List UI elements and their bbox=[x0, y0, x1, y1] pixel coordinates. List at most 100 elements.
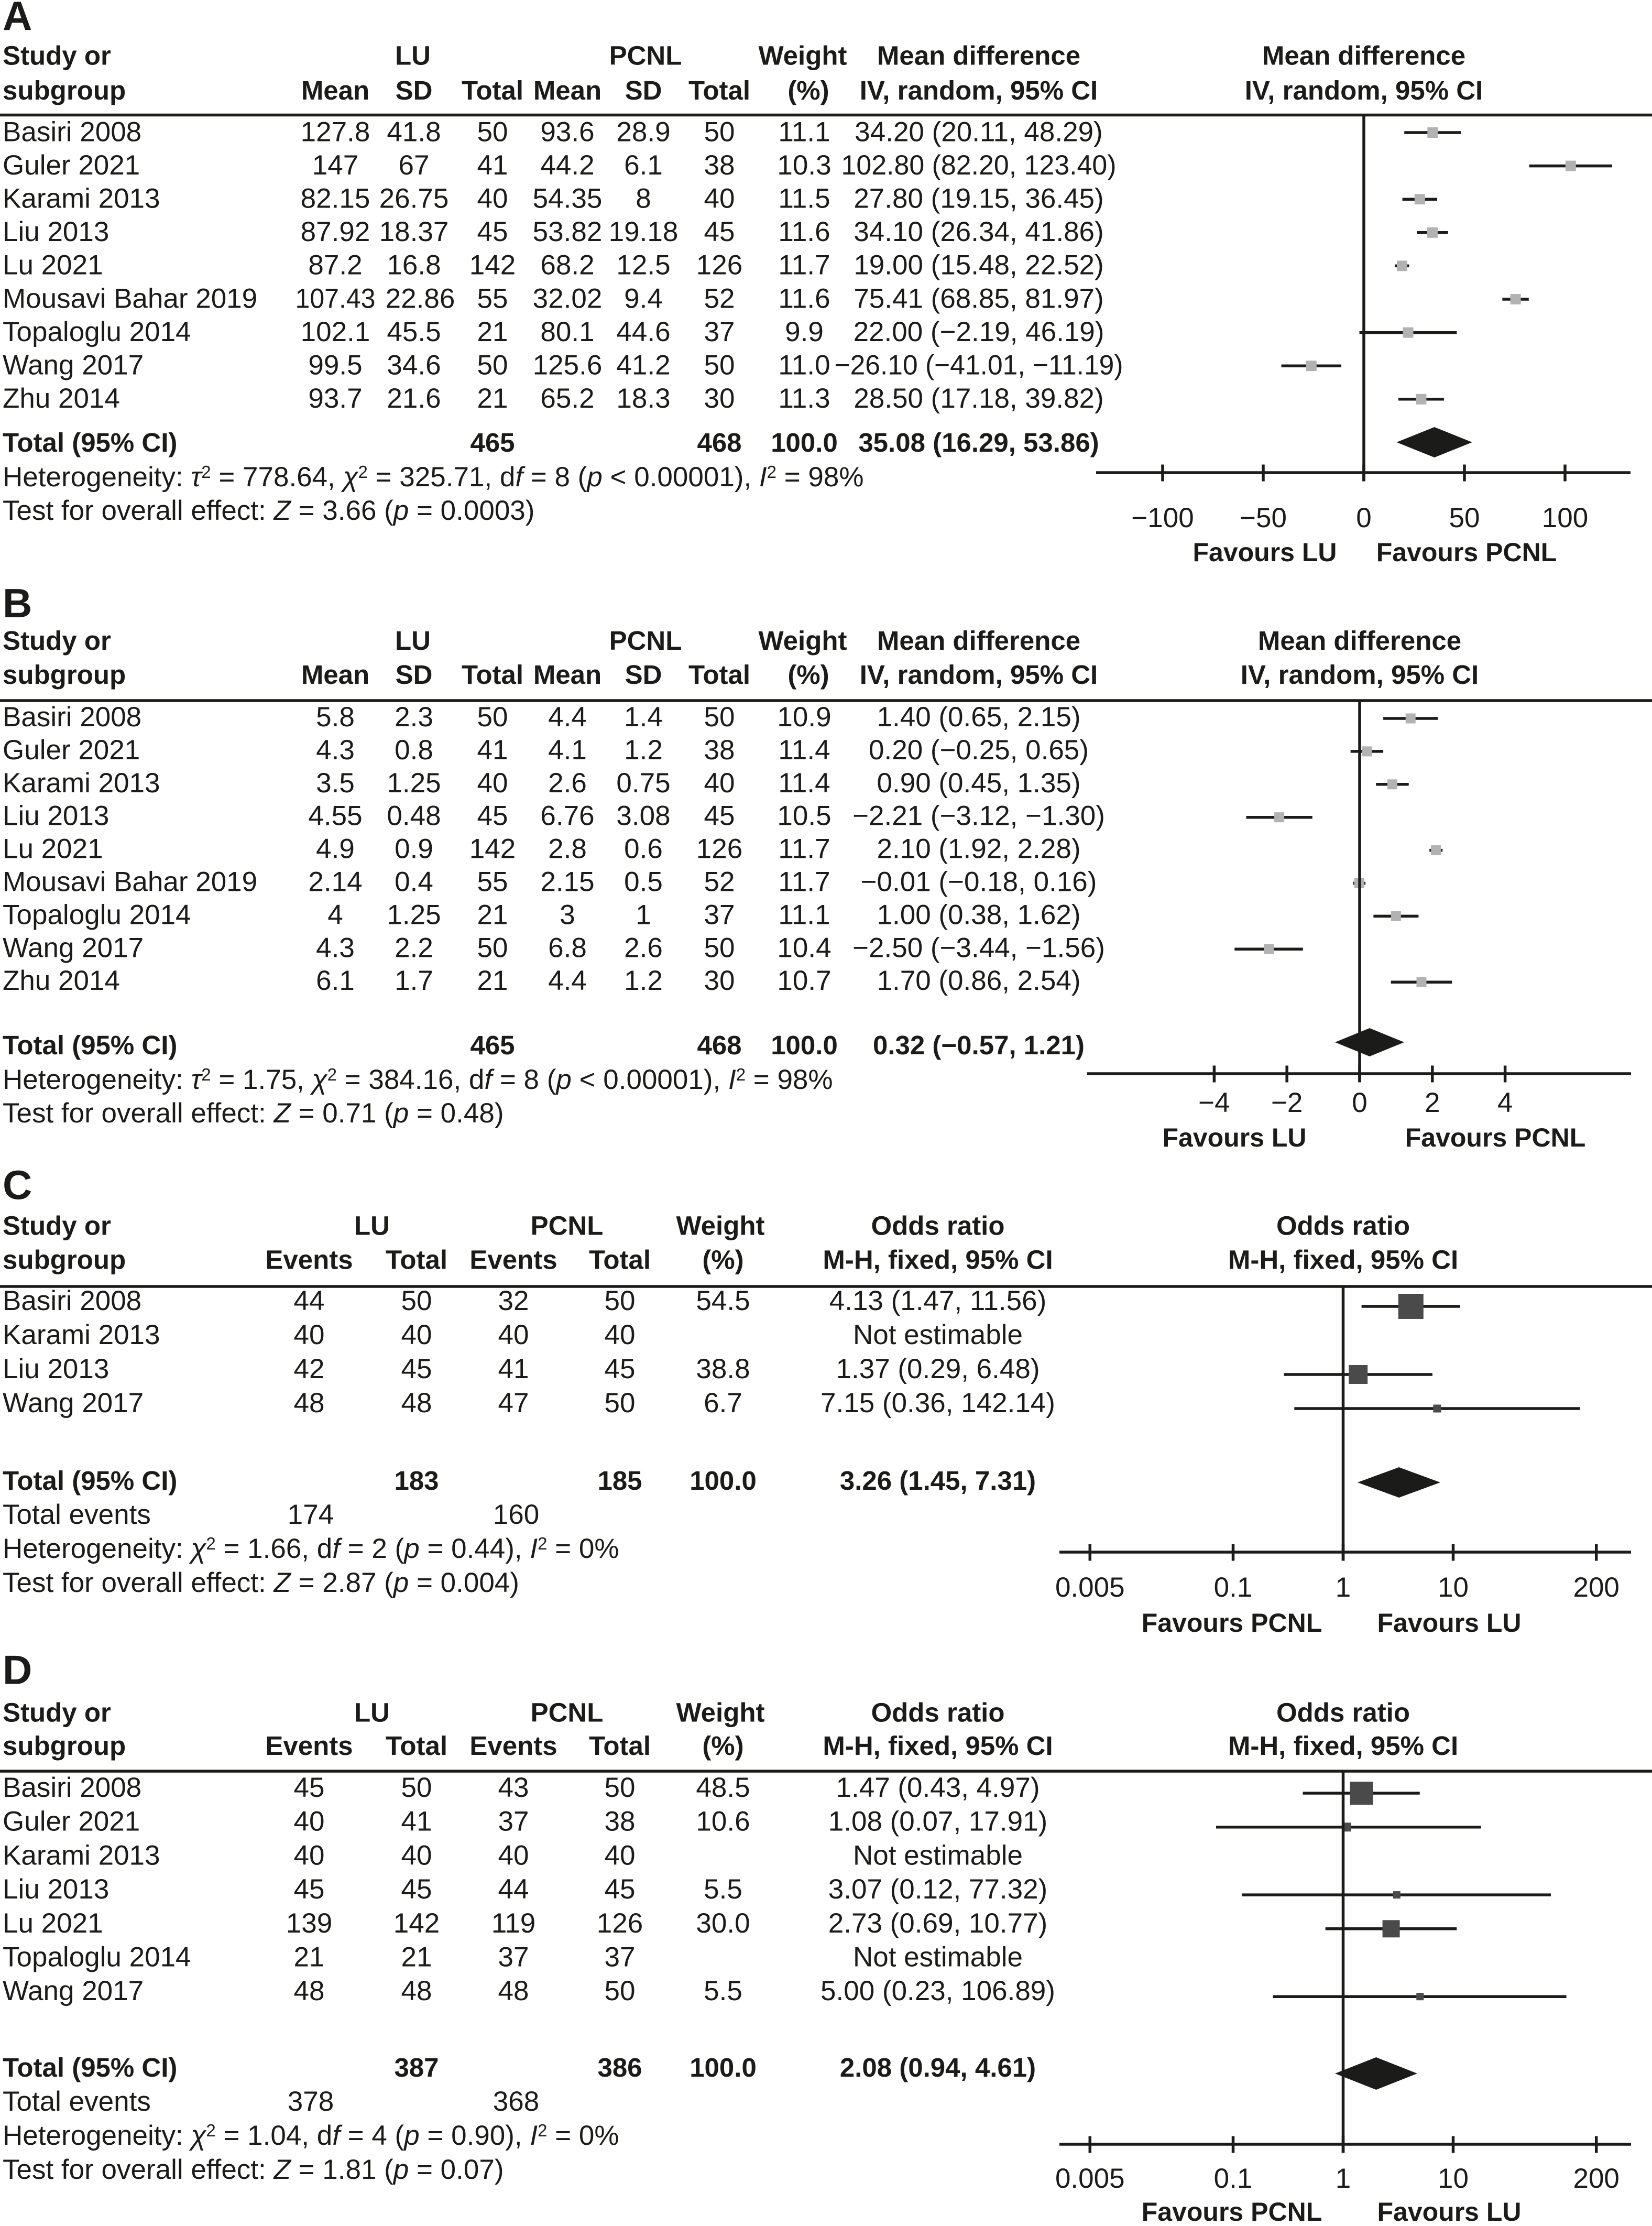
svg-text:40: 40 bbox=[498, 1319, 529, 1350]
svg-text:41.2: 41.2 bbox=[616, 350, 670, 381]
svg-text:41: 41 bbox=[401, 1806, 432, 1837]
svg-text:Mean difference: Mean difference bbox=[1262, 41, 1465, 71]
svg-text:Liu 2013: Liu 2013 bbox=[3, 216, 109, 247]
svg-text:LU: LU bbox=[354, 1211, 390, 1241]
svg-text:Odds ratio: Odds ratio bbox=[1276, 1211, 1410, 1241]
svg-text:Test for overall effect: Z = 3: Test for overall effect: Z = 3.66 (p = 0… bbox=[3, 495, 534, 526]
svg-text:subgroup: subgroup bbox=[3, 1731, 126, 1761]
svg-text:11.5: 11.5 bbox=[778, 183, 830, 214]
svg-text:50: 50 bbox=[477, 702, 508, 733]
svg-text:Karami 2013: Karami 2013 bbox=[3, 183, 160, 214]
svg-text:40: 40 bbox=[704, 768, 735, 799]
svg-text:21: 21 bbox=[401, 1942, 432, 1973]
svg-text:1.37 (0.29, 6.48): 1.37 (0.29, 6.48) bbox=[836, 1354, 1040, 1384]
svg-text:142: 142 bbox=[393, 1908, 440, 1939]
svg-text:465: 465 bbox=[470, 1030, 515, 1060]
svg-text:48: 48 bbox=[294, 1976, 325, 2006]
svg-text:45.5: 45.5 bbox=[387, 317, 441, 347]
svg-text:A: A bbox=[3, 0, 32, 39]
svg-text:1.7: 1.7 bbox=[395, 965, 433, 996]
svg-text:Mean difference: Mean difference bbox=[877, 626, 1080, 656]
svg-text:PCNL: PCNL bbox=[609, 626, 682, 656]
svg-text:0.20 (−0.25, 0.65): 0.20 (−0.25, 0.65) bbox=[869, 735, 1089, 766]
svg-text:Events: Events bbox=[469, 1245, 557, 1275]
svg-text:45: 45 bbox=[477, 216, 508, 247]
svg-text:4: 4 bbox=[327, 899, 343, 930]
svg-text:6.1: 6.1 bbox=[316, 965, 355, 996]
svg-text:Heterogeneity: τ2 = 1.75, χ2 =: Heterogeneity: τ2 = 1.75, χ2 = 384.16, d… bbox=[3, 1064, 833, 1095]
svg-text:IV, random, 95% CI: IV, random, 95% CI bbox=[1245, 75, 1483, 105]
svg-text:65.2: 65.2 bbox=[540, 383, 594, 414]
svg-text:3: 3 bbox=[560, 899, 575, 930]
svg-text:Liu 2013: Liu 2013 bbox=[3, 1874, 109, 1905]
svg-text:Weight: Weight bbox=[758, 41, 847, 71]
svg-text:93.7: 93.7 bbox=[308, 383, 362, 414]
svg-text:45: 45 bbox=[294, 1772, 325, 1803]
svg-text:48: 48 bbox=[401, 1976, 432, 2006]
svg-text:1.70 (0.86, 2.54): 1.70 (0.86, 2.54) bbox=[877, 965, 1081, 996]
svg-text:41: 41 bbox=[477, 735, 508, 766]
svg-text:52: 52 bbox=[704, 867, 735, 898]
svg-text:(%): (%) bbox=[702, 1245, 743, 1275]
svg-text:468: 468 bbox=[697, 1030, 741, 1060]
svg-text:34.10 (26.34, 41.86): 34.10 (26.34, 41.86) bbox=[854, 216, 1103, 247]
svg-text:SD: SD bbox=[625, 660, 662, 690]
svg-text:386: 386 bbox=[597, 2053, 642, 2082]
svg-text:Total: Total bbox=[688, 660, 750, 690]
svg-text:7.15 (0.36, 142.14): 7.15 (0.36, 142.14) bbox=[820, 1388, 1055, 1418]
svg-text:Favours LU: Favours LU bbox=[1192, 538, 1337, 567]
svg-text:SD: SD bbox=[396, 75, 433, 105]
svg-text:Study or: Study or bbox=[3, 626, 111, 656]
svg-text:Not estimable: Not estimable bbox=[853, 1840, 1023, 1871]
svg-text:37: 37 bbox=[704, 899, 735, 930]
svg-text:9.4: 9.4 bbox=[624, 283, 663, 314]
svg-text:1.40 (0.65, 2.15): 1.40 (0.65, 2.15) bbox=[877, 702, 1081, 733]
svg-text:1.00 (0.38, 1.62): 1.00 (0.38, 1.62) bbox=[877, 899, 1081, 930]
svg-text:4: 4 bbox=[1497, 1087, 1513, 1118]
svg-text:Topaloglu 2014: Topaloglu 2014 bbox=[3, 317, 191, 347]
svg-text:Zhu 2014: Zhu 2014 bbox=[3, 383, 120, 414]
svg-text:1.25: 1.25 bbox=[387, 768, 441, 799]
svg-text:M-H, fixed, 95% CI: M-H, fixed, 95% CI bbox=[823, 1245, 1053, 1275]
svg-text:Total: Total bbox=[462, 75, 523, 105]
svg-text:subgroup: subgroup bbox=[3, 660, 126, 690]
svg-text:2.08 (0.94, 4.61): 2.08 (0.94, 4.61) bbox=[840, 2053, 1036, 2082]
svg-text:−50: −50 bbox=[1240, 503, 1287, 533]
svg-text:Total events: Total events bbox=[3, 2086, 151, 2117]
svg-text:10.7: 10.7 bbox=[777, 965, 831, 996]
svg-text:40: 40 bbox=[477, 183, 508, 214]
svg-text:Favours PCNL: Favours PCNL bbox=[1376, 538, 1557, 567]
svg-text:0: 0 bbox=[1352, 1087, 1367, 1118]
svg-text:378: 378 bbox=[288, 2086, 334, 2117]
svg-text:subgroup: subgroup bbox=[3, 75, 126, 105]
svg-text:47: 47 bbox=[498, 1388, 529, 1418]
svg-text:38: 38 bbox=[704, 735, 735, 766]
svg-text:Study or: Study or bbox=[3, 1211, 111, 1241]
svg-text:37: 37 bbox=[498, 1806, 529, 1837]
svg-text:21: 21 bbox=[477, 383, 508, 414]
svg-text:40: 40 bbox=[401, 1840, 432, 1871]
svg-text:10: 10 bbox=[1438, 1572, 1469, 1603]
svg-text:102.80 (82.20, 123.40): 102.80 (82.20, 123.40) bbox=[841, 150, 1117, 181]
svg-text:38.8: 38.8 bbox=[696, 1354, 750, 1384]
svg-text:22.86: 22.86 bbox=[386, 283, 455, 314]
svg-text:50: 50 bbox=[605, 1388, 636, 1418]
svg-text:Test for overall effect: Z = 1: Test for overall effect: Z = 1.81 (p = 0… bbox=[3, 2154, 504, 2185]
svg-text:Total: Total bbox=[462, 660, 523, 690]
svg-text:4.9: 4.9 bbox=[316, 834, 355, 865]
svg-text:−4: −4 bbox=[1198, 1087, 1230, 1118]
svg-text:185: 185 bbox=[597, 1466, 642, 1496]
svg-text:−2.21 (−3.12, −1.30): −2.21 (−3.12, −1.30) bbox=[852, 801, 1105, 832]
svg-text:3.07 (0.12, 77.32): 3.07 (0.12, 77.32) bbox=[828, 1874, 1047, 1905]
svg-text:10.4: 10.4 bbox=[777, 932, 831, 963]
svg-text:10.9: 10.9 bbox=[777, 702, 831, 733]
svg-text:45: 45 bbox=[704, 801, 735, 832]
svg-text:PCNL: PCNL bbox=[531, 1698, 604, 1728]
svg-text:2.10 (1.92, 2.28): 2.10 (1.92, 2.28) bbox=[877, 834, 1081, 865]
svg-text:Mousavi Bahar 2019: Mousavi Bahar 2019 bbox=[3, 867, 257, 898]
svg-text:Favours PCNL: Favours PCNL bbox=[1405, 1123, 1586, 1152]
svg-text:Basiri 2008: Basiri 2008 bbox=[3, 1285, 141, 1316]
svg-text:126: 126 bbox=[696, 834, 742, 865]
svg-text:Basiri 2008: Basiri 2008 bbox=[3, 116, 141, 147]
svg-text:Odds ratio: Odds ratio bbox=[1276, 1698, 1410, 1728]
